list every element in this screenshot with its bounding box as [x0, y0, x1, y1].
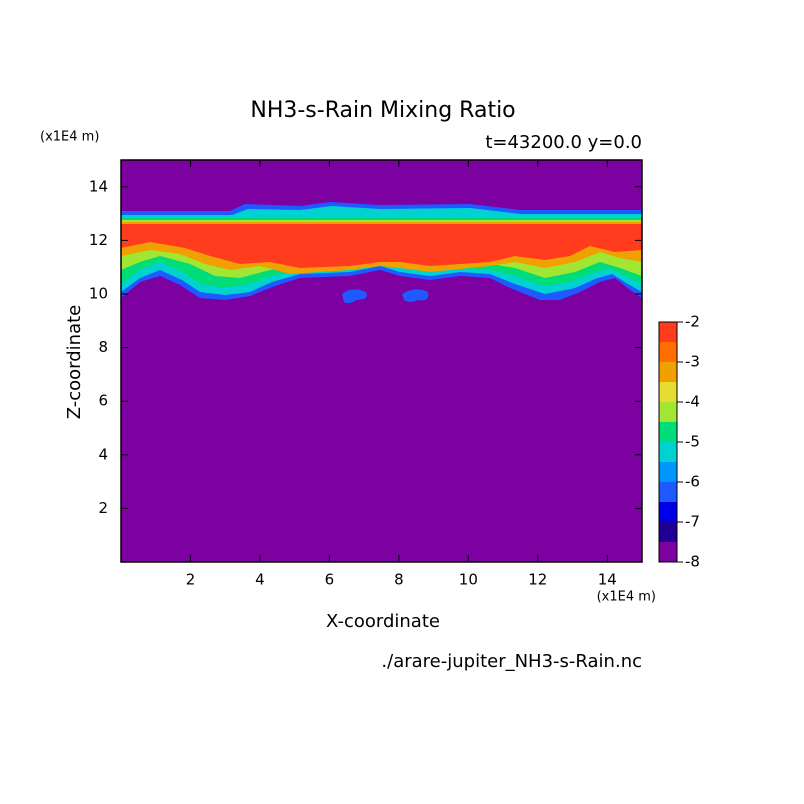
x-tick-label: 10 — [459, 571, 478, 589]
x-unit: (x1E4 m) — [597, 590, 656, 605]
axes: 2 4 6 8 10 12 14 2 4 6 8 10 12 14 — [89, 160, 642, 589]
x-tick-label: 8 — [394, 571, 404, 589]
colorbar-band — [659, 382, 677, 402]
colorbar-band — [659, 422, 677, 442]
colorbar-tick-label: -4 — [685, 393, 700, 411]
colorbar-band — [659, 462, 677, 482]
x-tick-label: 2 — [186, 571, 196, 589]
x-tick-label: 6 — [325, 571, 335, 589]
y-tick-label: 10 — [89, 285, 108, 303]
x-tick-label: 14 — [598, 571, 617, 589]
colorbar: -8 -7 -6 -5 -4 -3 -2 — [658, 313, 700, 571]
colorbar-band — [659, 502, 677, 522]
x-tick-label: 12 — [528, 571, 547, 589]
colorbar-tick-label: -5 — [685, 433, 700, 451]
y-tick-label: 8 — [98, 338, 108, 356]
y-axis-label: Z-coordinate — [64, 305, 85, 420]
chart-title: NH3-s-Rain Mixing Ratio — [250, 98, 515, 123]
y-tick-label: 12 — [89, 231, 108, 249]
contour-region — [342, 289, 429, 304]
plot-frame — [120, 159, 643, 563]
y-tick-label: 6 — [98, 392, 108, 410]
colorbar-band — [659, 362, 677, 382]
y-unit: (x1E4 m) — [40, 130, 99, 145]
colorbar-band — [659, 482, 677, 502]
colorbar-band — [659, 522, 677, 542]
colorbar-tick-label: -3 — [685, 353, 700, 371]
y-tick-label: 14 — [89, 177, 108, 195]
contour-region — [185, 236, 580, 247]
colorbar-band — [659, 402, 677, 422]
file-name: ./arare-jupiter_NH3-s-Rain.nc — [381, 651, 642, 672]
colorbar-tick-label: -7 — [685, 513, 700, 531]
contour-field — [121, 160, 642, 562]
y-tick-label: 2 — [98, 499, 108, 517]
colorbar-band — [659, 542, 677, 562]
x-tick-label: 4 — [255, 571, 265, 589]
subtitle: t=43200.0 y=0.0 — [485, 132, 642, 153]
colorbar-tick-label: -2 — [685, 313, 700, 331]
colorbar-tick-label: -6 — [685, 473, 700, 491]
contour-region — [121, 224, 642, 268]
colorbar-band — [659, 322, 677, 342]
y-tick-label: 4 — [98, 445, 108, 463]
x-axis-label: X-coordinate — [326, 611, 440, 632]
colorbar-band — [659, 442, 677, 462]
colorbar-band — [659, 342, 677, 362]
colorbar-tick-label: -8 — [685, 553, 700, 571]
